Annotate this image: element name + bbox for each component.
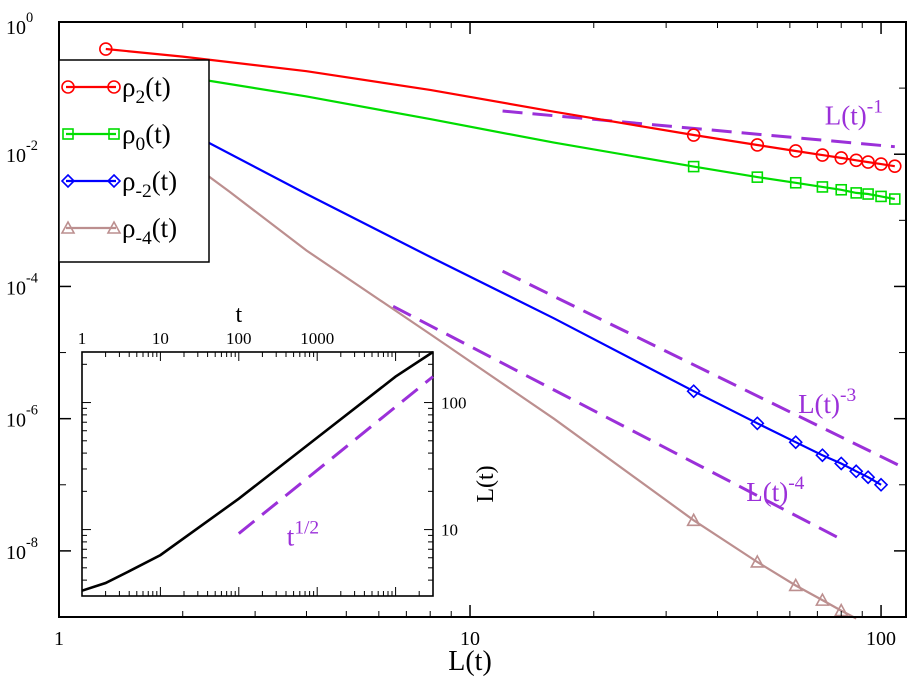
data-point bbox=[873, 477, 889, 492]
inset-guide-line bbox=[237, 375, 434, 535]
main-x-axis-label: L(t) bbox=[448, 646, 492, 677]
data-point bbox=[686, 384, 701, 399]
guide-line-label: L(t)-3 bbox=[798, 385, 856, 419]
legend-label: ρ0(t) bbox=[122, 119, 171, 155]
data-point bbox=[789, 176, 802, 189]
guide-line bbox=[502, 109, 895, 149]
x-tick-label: 10 bbox=[460, 628, 480, 650]
main-series-group bbox=[99, 42, 902, 620]
data-point bbox=[815, 148, 830, 162]
legend-label: ρ2(t) bbox=[122, 72, 171, 108]
data-point bbox=[687, 160, 700, 173]
y-tick-label: 10-2 bbox=[6, 138, 38, 167]
inset-x-tick-label: 100 bbox=[226, 329, 252, 348]
legend-label: ρ-2(t) bbox=[122, 166, 177, 202]
data-point bbox=[816, 181, 829, 193]
data-point bbox=[834, 151, 849, 165]
y-tick-label: 10-6 bbox=[6, 403, 38, 432]
data-point bbox=[850, 187, 862, 199]
data-point bbox=[750, 416, 765, 431]
inset-x-tick-label: 10 bbox=[152, 329, 169, 348]
legend-marker bbox=[106, 220, 122, 234]
data-point bbox=[835, 183, 848, 196]
data-point bbox=[834, 456, 849, 471]
x-tick-label: 1 bbox=[54, 628, 64, 650]
inset-y-tick-label: 100 bbox=[441, 394, 467, 413]
data-point bbox=[751, 171, 764, 183]
y-tick-label: 10-4 bbox=[6, 270, 38, 299]
legend-marker bbox=[60, 220, 76, 234]
x-tick-label: 100 bbox=[866, 628, 896, 650]
data-point bbox=[874, 157, 888, 171]
series-line bbox=[105, 47, 895, 168]
inset-y-axis-label: L(t) bbox=[473, 465, 499, 502]
main-guide-lines: L(t)-1 L(t)-3 L(t)-4 bbox=[392, 97, 899, 541]
y-tick-label: 100 bbox=[6, 10, 33, 39]
legend-marker bbox=[60, 173, 76, 189]
legend-label: ρ-4(t) bbox=[122, 213, 177, 249]
inset-guide-label: t1/2 bbox=[287, 518, 319, 552]
data-point bbox=[749, 554, 765, 568]
main-plot-frame bbox=[58, 21, 907, 618]
data-point bbox=[849, 464, 864, 479]
legend-marker bbox=[62, 128, 74, 140]
data-point bbox=[750, 138, 765, 152]
inset-x-axis-label: t bbox=[235, 302, 242, 328]
inset-series-line bbox=[81, 350, 434, 592]
legend-marker bbox=[106, 173, 122, 189]
data-point bbox=[686, 128, 701, 142]
data-point bbox=[788, 144, 803, 158]
data-point bbox=[788, 435, 803, 450]
guide-line-label: L(t)-1 bbox=[825, 97, 883, 131]
data-point bbox=[815, 448, 830, 463]
inset-plot: 1 10 100 1000 t 10 100 L(t) t1/2 bbox=[78, 302, 499, 597]
legend-marker bbox=[108, 128, 120, 140]
series-line bbox=[105, 90, 882, 486]
guide-line bbox=[392, 305, 842, 541]
inset-x-tick-label: 1000 bbox=[300, 329, 334, 348]
data-point bbox=[862, 188, 874, 200]
data-point bbox=[875, 190, 887, 203]
data-point bbox=[861, 155, 875, 169]
series-line bbox=[105, 64, 896, 201]
data-point bbox=[788, 577, 804, 592]
data-point bbox=[888, 193, 901, 205]
data-point bbox=[99, 42, 113, 56]
guide-line-label: L(t)-4 bbox=[746, 473, 804, 507]
legend-marker bbox=[61, 80, 75, 94]
data-point bbox=[815, 592, 830, 606]
legend: ρ2(t) ρ0(t) ρ-2(t) ρ-4(t) bbox=[58, 59, 210, 263]
data-point bbox=[686, 512, 701, 527]
inset-y-tick-label: 10 bbox=[441, 521, 458, 540]
y-tick-label: 10-8 bbox=[6, 535, 38, 564]
series-line bbox=[105, 110, 857, 620]
main-axis-ticks: 1 10 100 100 10-2 10-4 10-6 10-8 bbox=[6, 10, 906, 650]
data-point bbox=[860, 470, 876, 485]
guide-line bbox=[501, 269, 899, 467]
inset-x-tick-label: 1 bbox=[78, 329, 87, 348]
legend-marker bbox=[107, 80, 121, 94]
data-point bbox=[887, 159, 902, 173]
